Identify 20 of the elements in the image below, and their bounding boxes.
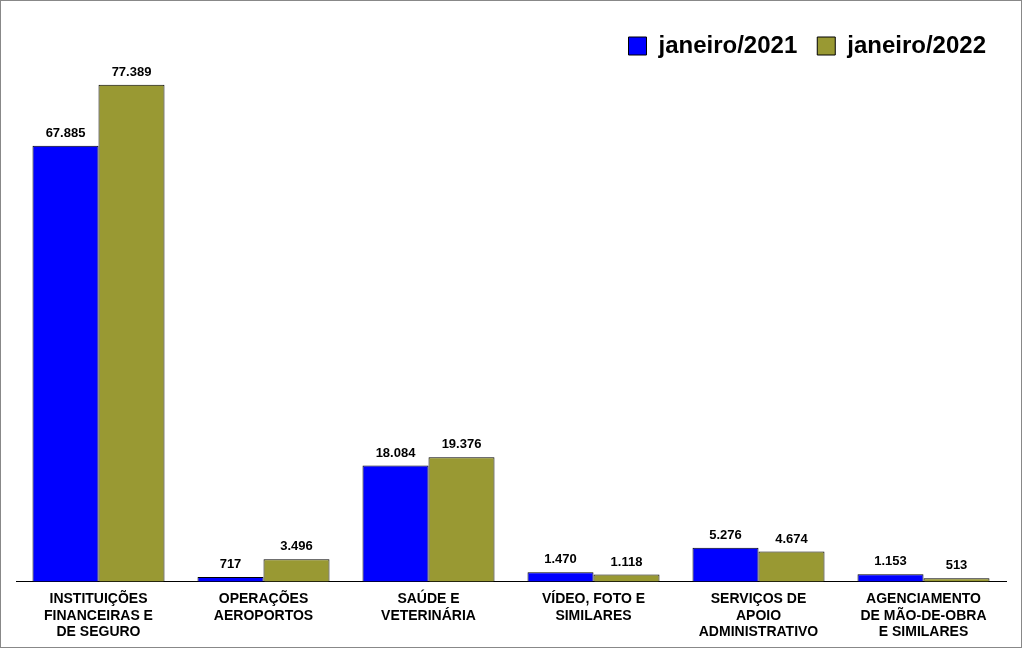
data-label: 67.885 (45, 124, 86, 140)
data-label: 18.084 (375, 444, 417, 460)
x-tick-label: SERVIÇOS DE APOIO ADMINISTRATIVO (698, 589, 819, 640)
x-tick-label: SAÚDE E VETERINÁRIA (381, 588, 476, 623)
legend-label: janeiro/2022 (846, 30, 986, 58)
data-label: 1.153 (874, 553, 907, 569)
data-label: 1.470 (544, 551, 577, 567)
data-label: 3.496 (280, 538, 313, 554)
data-label: 513 (945, 557, 968, 573)
x-tick-label: OPERAÇÕES AEROPORTOS (213, 588, 314, 623)
data-label: 19.376 (441, 436, 482, 452)
data-label: 5.276 (709, 526, 742, 542)
data-label: 1.118 (610, 553, 643, 569)
legend-label: janeiro/2021 (657, 30, 798, 58)
x-tick-label: INSTITUIÇÕES FINANCEIRAS E DE SEGURO (44, 588, 153, 640)
x-tick-label: AGENCIAMENTO DE MÃO-DE-OBRA E SIMILARES (860, 589, 987, 640)
data-label: 4.674 (775, 530, 809, 546)
data-label: 77.389 (111, 63, 152, 79)
x-tick-label: VÍDEO, FOTO E SIMILARES (541, 589, 646, 623)
data-label: 717 (219, 556, 242, 572)
